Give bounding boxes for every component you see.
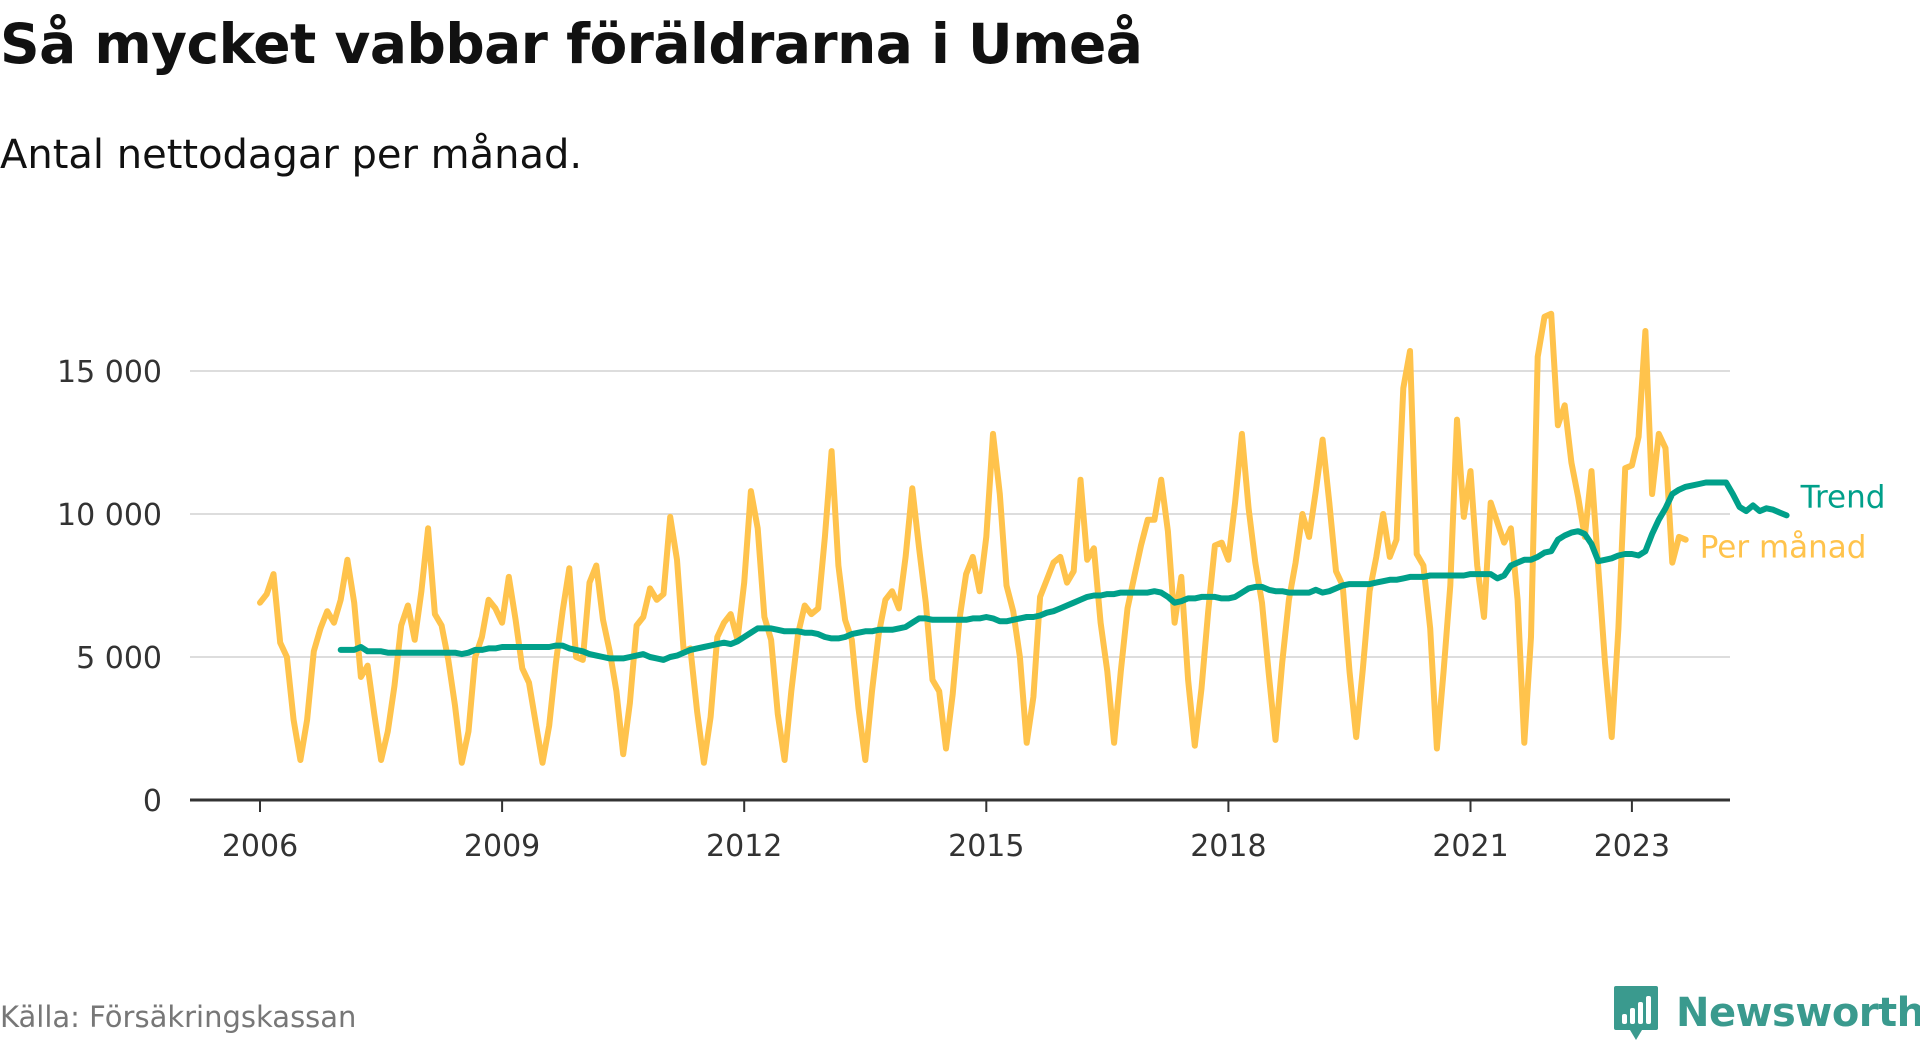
- series-lines: [257, 310, 1790, 766]
- x-axis: 2006 2009 2012 2015 2018 2021 2023: [190, 798, 1730, 864]
- newsworthy-logo: Newsworthy: [1612, 984, 1920, 1042]
- y-axis-tick-labels: 0 5 000 10 000 15 000: [57, 355, 162, 819]
- x-tick-label: 2021: [1432, 829, 1508, 864]
- newsworthy-logo-icon: [1614, 986, 1658, 1040]
- y-tick-label: 5 000: [76, 641, 162, 676]
- x-tick-label: 2015: [948, 829, 1024, 864]
- x-tick-label: 2023: [1594, 829, 1670, 864]
- y-tick-label: 15 000: [57, 355, 162, 390]
- chart-subtitle: Antal nettodagar per månad.: [0, 132, 583, 178]
- trend-line: [337, 479, 1790, 663]
- x-tick-label: 2018: [1190, 829, 1266, 864]
- y-tick-label: 0: [143, 784, 162, 819]
- source-note: Källa: Försäkringskassan: [0, 1000, 357, 1034]
- x-tick-label: 2012: [706, 829, 782, 864]
- y-tick-label: 10 000: [57, 498, 162, 533]
- x-tick-label: 2009: [464, 829, 540, 864]
- brand-name: Newsworthy: [1676, 990, 1920, 1036]
- trend-label: Trend: [1800, 479, 1886, 515]
- series-labels: Per månad Trend: [1700, 479, 1886, 565]
- per-month-label: Per månad: [1700, 530, 1867, 566]
- x-tick-label: 2006: [222, 829, 298, 864]
- chart-title: Så mycket vabbar föräldrarna i Umeå: [0, 12, 1143, 76]
- per-month-line: [257, 310, 1689, 766]
